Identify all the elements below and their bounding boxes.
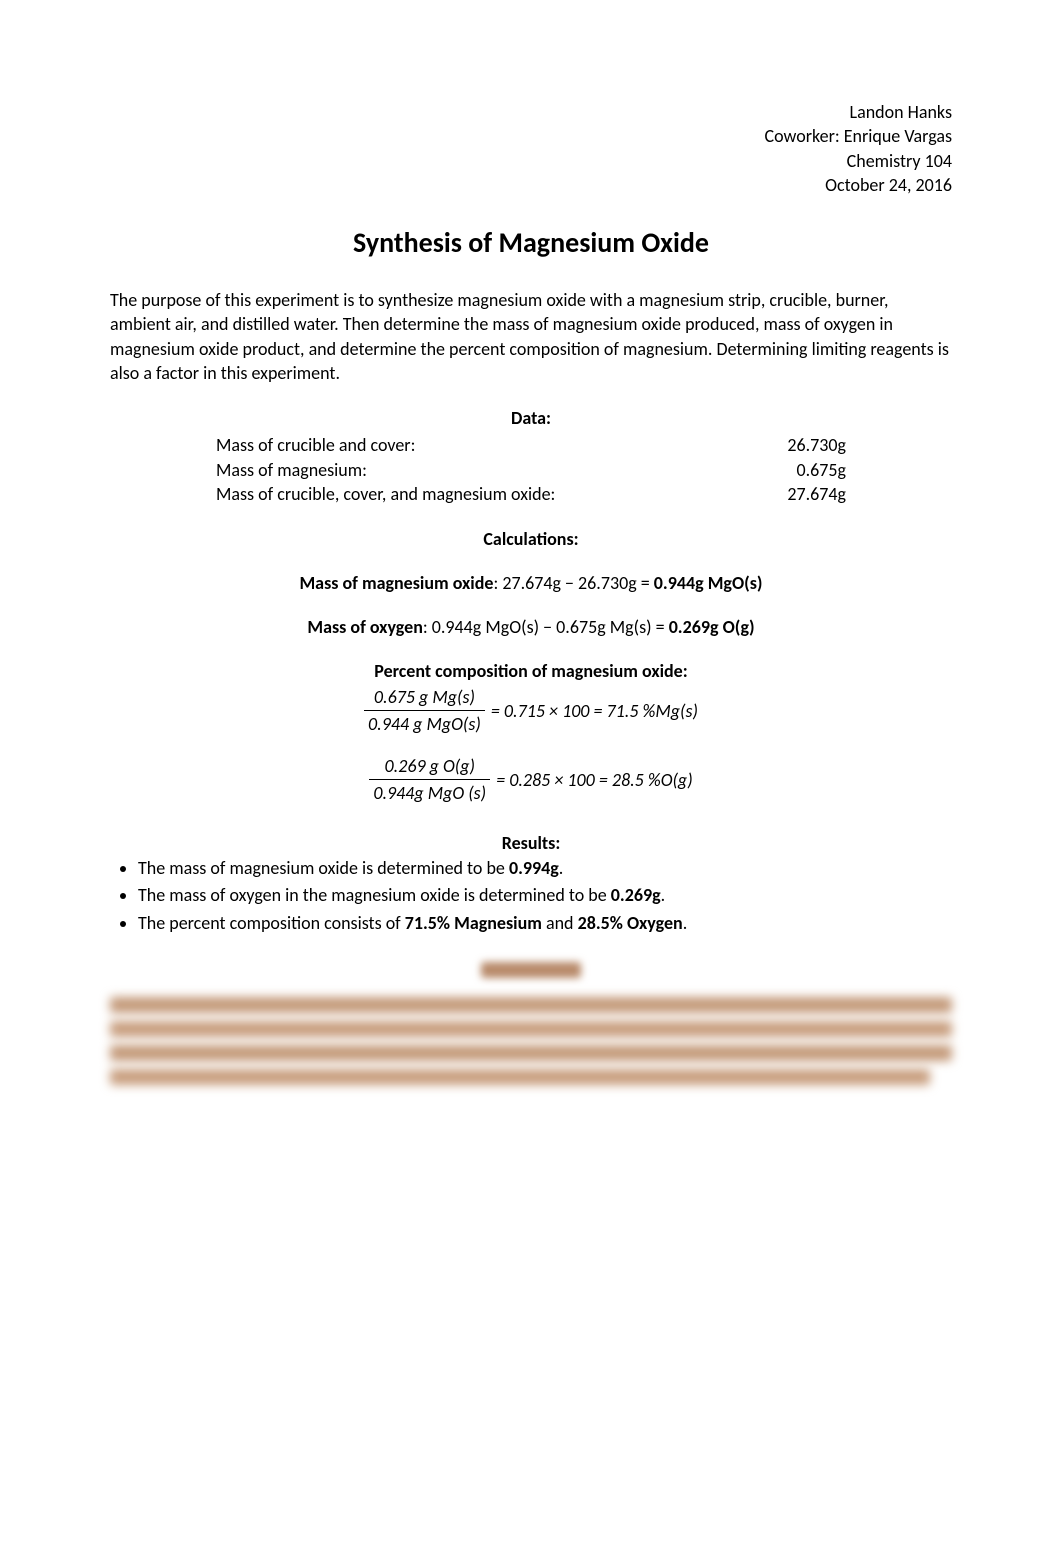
fraction-mg: 0.675 g Mg(s) 0.944 g MgO(s) = 0.715 × 1… [110,686,952,735]
calc-mgo: Mass of magnesium oxide: 27.674g − 26.73… [110,572,952,594]
calc-oxy-expr: : 0.944g MgO(s) − 0.675g Mg(s) = [423,616,669,638]
fraction-rhs: = 0.285 × 100 = 28.5 %O(g) [494,769,692,791]
list-item: The mass of oxygen in the magnesium oxid… [138,883,952,908]
course-line: Chemistry 104 [110,149,952,173]
percent-composition-heading: Percent composition of magnesium oxide: [110,660,952,682]
data-label: Mass of crucible, cover, and magnesium o… [216,482,736,506]
result-text: The mass of magnesium oxide is determine… [138,857,509,879]
blurred-heading-bar [481,962,581,978]
data-heading: Data: [110,407,952,429]
table-row: Mass of crucible and cover: 26.730g [216,433,846,457]
data-label: Mass of crucible and cover: [216,433,736,457]
result-text: The mass of oxygen in the magnesium oxid… [138,884,611,906]
result-text: . [683,912,688,934]
numerator: 0.269 g O(g) [369,755,490,780]
date-line: October 24, 2016 [110,173,952,197]
list-item: The mass of magnesium oxide is determine… [138,856,952,881]
document-header: Landon Hanks Coworker: Enrique Vargas Ch… [110,100,952,197]
calc-oxy-result: 0.269g O(g) [669,616,755,638]
fraction: 0.675 g Mg(s) 0.944 g MgO(s) [364,686,485,735]
author-name: Landon Hanks [110,100,952,124]
data-value: 27.674g [736,482,846,506]
result-bold: 0.994g [509,857,559,879]
calc-mgo-result: 0.944g MgO(s) [654,572,763,594]
table-row: Mass of magnesium: 0.675g [216,458,846,482]
calc-oxygen: Mass of oxygen: 0.944g MgO(s) − 0.675g M… [110,616,952,638]
fraction-o: 0.269 g O(g) 0.944g MgO (s) = 0.285 × 10… [110,755,952,804]
blurred-line [110,997,952,1013]
coworker-line: Coworker: Enrique Vargas [110,124,952,148]
table-row: Mass of crucible, cover, and magnesium o… [216,482,846,506]
blurred-line [110,1021,952,1037]
blurred-line [110,1045,952,1061]
result-text: and [542,912,578,934]
data-table: Mass of crucible and cover: 26.730g Mass… [216,433,846,506]
calc-mgo-label: Mass of magnesium oxide [299,572,493,594]
results-list: The mass of magnesium oxide is determine… [138,856,952,936]
data-value: 26.730g [736,433,846,457]
result-bold: 0.269g [611,884,661,906]
fraction-rhs: = 0.715 × 100 = 71.5 %Mg(s) [489,700,698,722]
result-text: . [661,884,666,906]
denominator: 0.944 g MgO(s) [364,711,485,735]
fraction: 0.269 g O(g) 0.944g MgO (s) [369,755,490,804]
result-bold: 71.5% Magnesium [405,912,542,934]
result-text: . [559,857,564,879]
data-label: Mass of magnesium: [216,458,736,482]
page-title: Synthesis of Magnesium Oxide [110,225,952,260]
calc-oxy-label: Mass of oxygen [307,616,423,638]
numerator: 0.675 g Mg(s) [364,686,485,711]
calculations-heading: Calculations: [110,528,952,550]
blurred-paragraph [110,997,952,1085]
result-text: The percent composition consists of [138,912,405,934]
calc-mgo-expr: : 27.674g − 26.730g = [493,572,653,594]
denominator: 0.944g MgO (s) [369,780,490,804]
blurred-line [110,1069,930,1085]
intro-paragraph: The purpose of this experiment is to syn… [110,288,952,385]
results-heading: Results: [110,832,952,854]
list-item: The percent composition consists of 71.5… [138,911,952,936]
data-value: 0.675g [736,458,846,482]
result-bold: 28.5% Oxygen [578,912,683,934]
blurred-heading [110,962,952,983]
